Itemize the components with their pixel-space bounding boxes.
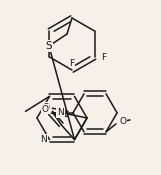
Text: S: S: [46, 41, 52, 51]
Text: O: O: [42, 103, 49, 112]
Text: O: O: [41, 105, 48, 114]
Text: O: O: [119, 117, 126, 126]
Text: F: F: [69, 58, 75, 68]
Text: N: N: [40, 135, 47, 144]
Text: N: N: [57, 108, 64, 117]
Text: F: F: [101, 54, 106, 62]
